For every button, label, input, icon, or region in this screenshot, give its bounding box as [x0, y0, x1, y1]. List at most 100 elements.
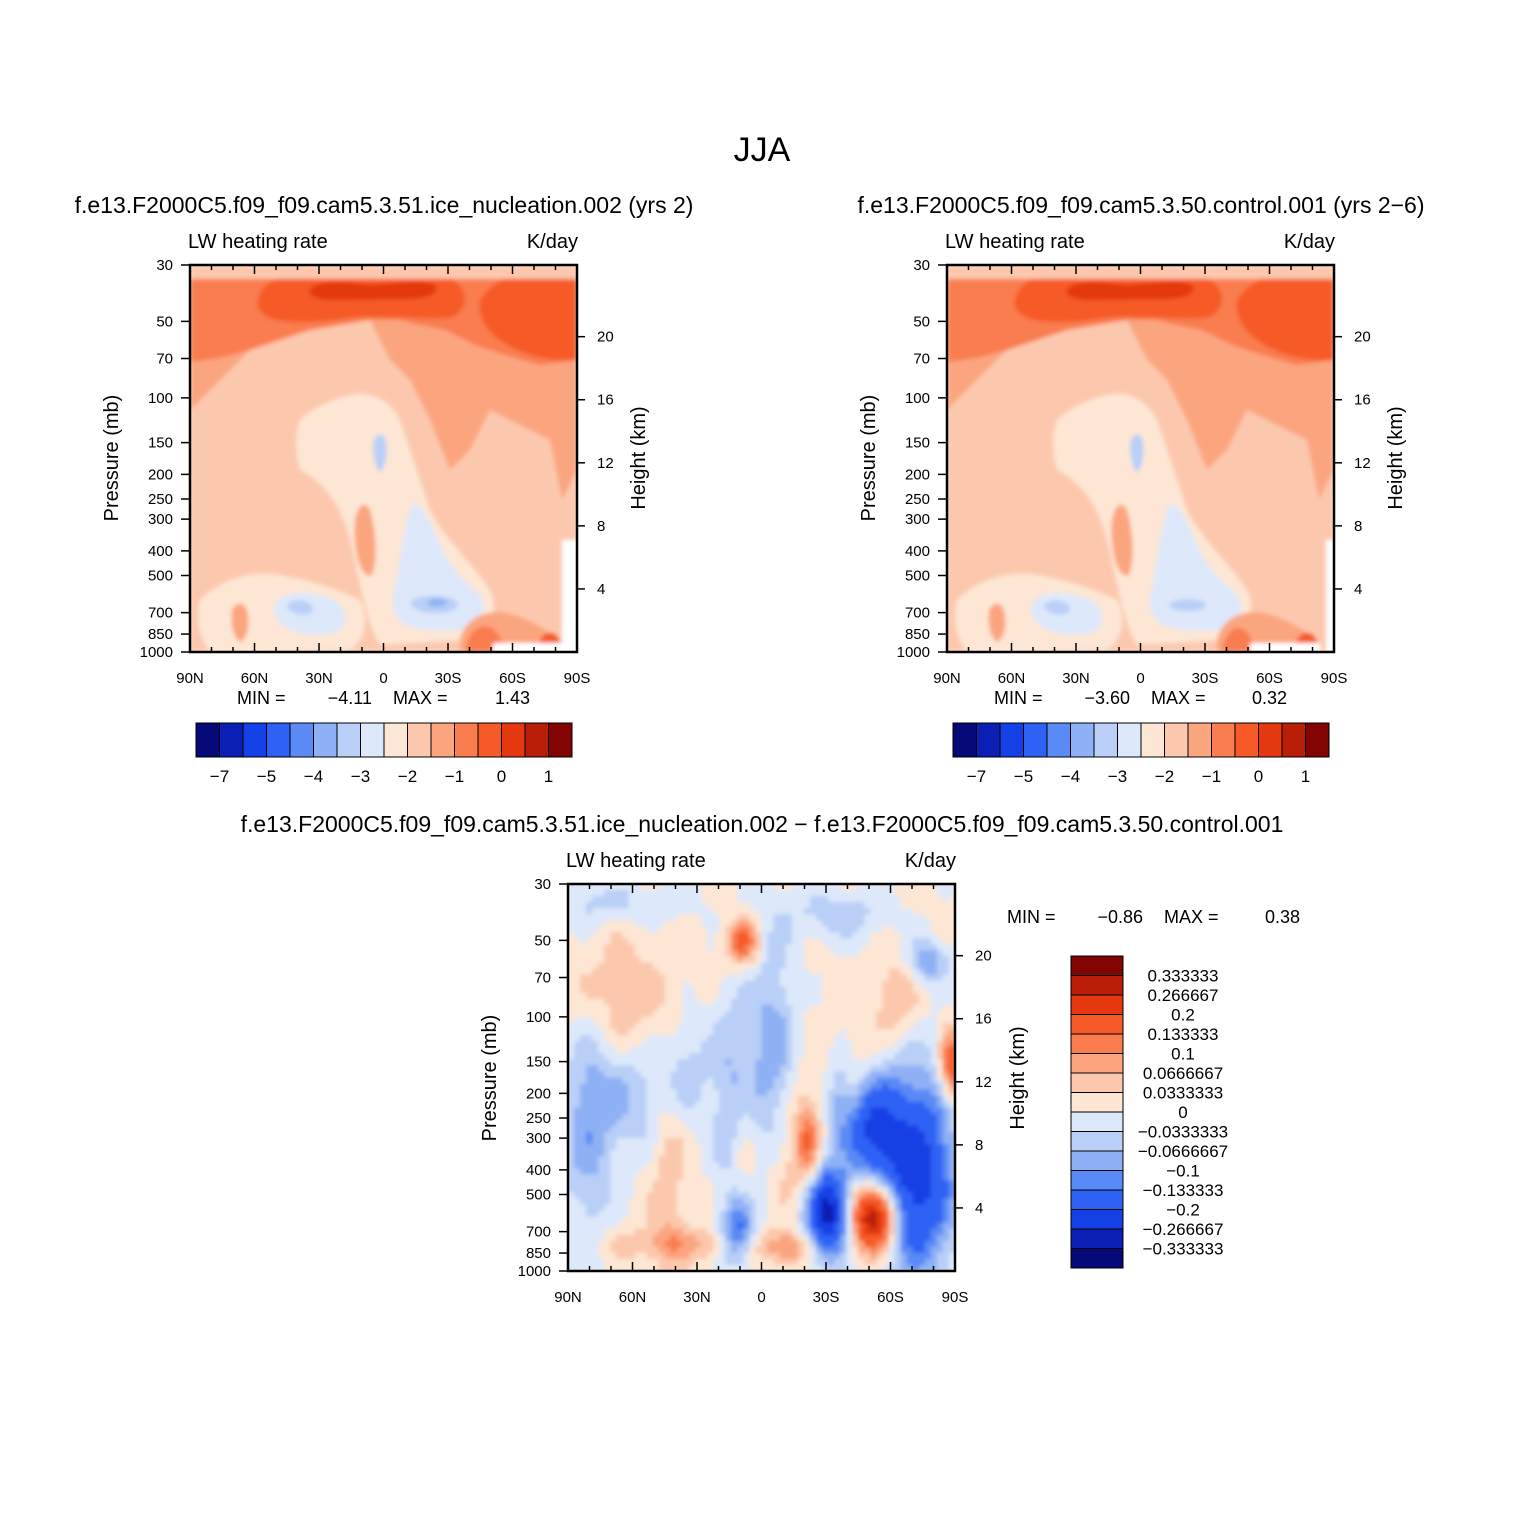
diff-cell [930, 1029, 938, 1036]
diff-cell [719, 1137, 726, 1145]
diff-cell [924, 1029, 932, 1036]
diff-cell [948, 1168, 955, 1175]
diff-cell [622, 1023, 630, 1030]
diff-cell [694, 1113, 702, 1121]
diff-cell [852, 962, 859, 970]
diff-cell [676, 1144, 684, 1151]
diff-cell [852, 1041, 859, 1048]
diff-cell [568, 1113, 575, 1121]
diff-cell [761, 1107, 769, 1115]
diff-cell [664, 1216, 672, 1224]
diff-cell [670, 1101, 678, 1109]
diff-cell [942, 1017, 950, 1024]
diff-cell [592, 1113, 599, 1121]
diff-cell [948, 1053, 955, 1060]
diff-cell [858, 962, 865, 970]
diff-cell [948, 950, 955, 958]
diff-cell [912, 968, 920, 976]
diff-cell [658, 920, 666, 927]
diff-cell [797, 1107, 805, 1115]
diff-cell [719, 1144, 726, 1151]
diff-cell [743, 1240, 751, 1248]
diff-cell [574, 998, 581, 1006]
diff-cell [749, 1174, 757, 1181]
diff-cell [870, 944, 877, 952]
diff-cell [864, 1077, 871, 1085]
diff-cell [828, 1137, 835, 1145]
diff-cell [688, 1198, 696, 1206]
diff-cell [930, 1180, 938, 1187]
diff-cell [694, 1234, 702, 1242]
diff-cell [568, 1180, 575, 1187]
diff-cell [870, 1125, 877, 1133]
diff-cell [846, 1059, 853, 1067]
diff-cell [725, 1119, 732, 1127]
diff-cell [840, 1246, 847, 1254]
diff-cell [640, 1137, 648, 1145]
pressure-tick-label: 150 [526, 1054, 551, 1071]
diff-cell [682, 1131, 690, 1139]
diff-cell [797, 1234, 805, 1242]
diff-cell [574, 1156, 581, 1163]
diff-cell [701, 920, 708, 927]
diff-cell [719, 1174, 726, 1181]
diff-cell [580, 1150, 587, 1157]
diff-cell [948, 1131, 955, 1139]
diff-cell [882, 1131, 890, 1139]
diff-cell [598, 980, 605, 988]
diff-cell [900, 1131, 908, 1139]
diff-cell [610, 902, 617, 909]
diff-cell [767, 890, 775, 897]
diff-cell [598, 1017, 605, 1024]
diff-cell [761, 1246, 769, 1254]
diff-cell [713, 1180, 720, 1187]
height-tick-label: 4 [975, 1200, 983, 1217]
diff-cell [815, 1107, 823, 1115]
diff-cell [586, 1222, 593, 1230]
diff-cell [761, 914, 769, 921]
diff-cell [737, 920, 744, 927]
diff-cell [846, 1246, 853, 1254]
diff-cell [779, 1004, 787, 1012]
diff-cell [634, 908, 642, 915]
diff-cell [743, 962, 751, 970]
diff-cell [598, 1113, 605, 1121]
height-tick-label: 8 [597, 518, 605, 535]
diff-cell [761, 1017, 769, 1024]
diff-cell [761, 1174, 769, 1181]
diff-cell [749, 1180, 757, 1187]
diff-cell [864, 980, 871, 988]
diff-cell [749, 1077, 757, 1085]
diff-cell [761, 884, 769, 891]
diff-cell [797, 1144, 805, 1151]
diff-cell [737, 1180, 744, 1187]
diff-cell [803, 950, 811, 958]
diff-cell [870, 1065, 877, 1073]
diff-cell [707, 1131, 714, 1139]
diff-cell [670, 1059, 678, 1067]
diff-cell [701, 1107, 708, 1115]
colorbar-swatch [1070, 1092, 1124, 1113]
diff-cell [803, 1107, 811, 1115]
diff-cell [616, 1180, 624, 1187]
diff-cell [707, 1156, 714, 1163]
pressure-tick-label: 1000 [518, 1263, 551, 1280]
diff-cell [924, 1168, 932, 1175]
diff-cell [858, 1222, 865, 1230]
diff-cell [701, 998, 708, 1006]
diff-cell [797, 956, 805, 964]
diff-cell [882, 1083, 890, 1091]
diff-cell [574, 1017, 581, 1024]
diff-cell [930, 1119, 938, 1127]
diff-cell [694, 1264, 702, 1271]
diff-cell [906, 896, 914, 903]
diff-cell [616, 1150, 624, 1157]
diff-cell [912, 1180, 920, 1187]
diff-cell [912, 938, 920, 946]
diff-cell [846, 1156, 853, 1163]
diff-cell [713, 998, 720, 1006]
diff-cell [688, 1222, 696, 1230]
diff-cell [634, 1174, 642, 1181]
diff-cell [610, 914, 617, 921]
diff-cell [616, 1004, 624, 1012]
